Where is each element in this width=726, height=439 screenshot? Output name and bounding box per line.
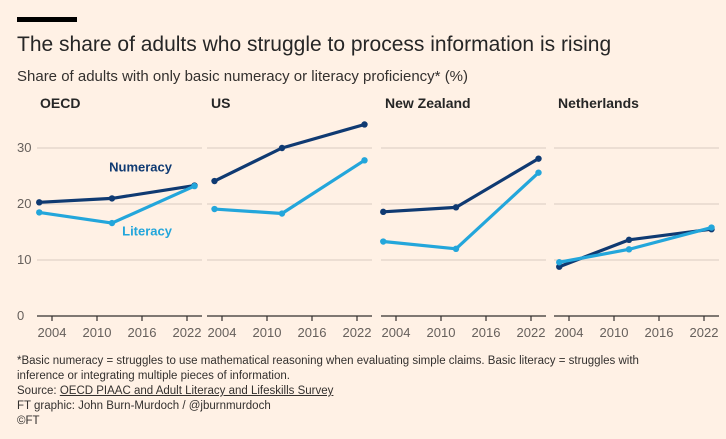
x-tick-label: 2016 <box>128 325 157 340</box>
legend-label-numeracy: Numeracy <box>109 160 173 175</box>
series-line-literacy-oecd <box>39 184 196 225</box>
data-point-literacy <box>211 205 218 213</box>
y-tick-label: 20 <box>17 196 31 211</box>
data-point-numeracy <box>211 177 218 185</box>
legend-label-literacy: Literacy <box>122 223 173 238</box>
data-point-numeracy <box>625 236 633 244</box>
chart-title: The share of adults who struggle to proc… <box>17 33 612 56</box>
data-point-literacy <box>380 238 387 245</box>
data-point-literacy <box>708 224 715 231</box>
series-line-numeracy-oecd <box>39 183 195 204</box>
data-point-numeracy <box>380 208 387 216</box>
data-point-numeracy <box>452 204 460 211</box>
panel-title-new-zealand: New Zealand <box>385 95 471 111</box>
x-tick-label: 2016 <box>298 325 327 340</box>
y-tick-label: 30 <box>17 140 31 155</box>
data-point-numeracy <box>278 144 286 152</box>
x-tick-label: 2010 <box>600 325 629 340</box>
x-tick-label: 2010 <box>427 325 456 340</box>
x-tick-label: 2004 <box>382 325 411 340</box>
data-point-literacy <box>556 259 563 266</box>
x-tick-label: 2022 <box>173 325 202 340</box>
ft-top-bar <box>17 17 77 22</box>
copyright: ©FT <box>17 415 40 427</box>
small-multiples-chart: 0 10 20 30 OECD 2004 2010 2016 2022 Numeracy Liter… <box>17 95 719 340</box>
data-point-literacy <box>36 209 43 216</box>
source-prefix: Source: <box>17 385 60 397</box>
footnote: *Basic numeracy = struggles to use mathe… <box>17 355 639 367</box>
chart-subtitle: Share of adults with only basic numeracy… <box>17 68 469 85</box>
panel-title-netherlands: Netherlands <box>558 95 639 111</box>
data-point-literacy <box>625 246 633 253</box>
x-tick-label: 2016 <box>645 325 674 340</box>
x-tick-label: 2016 <box>472 325 501 340</box>
series-line-literacy-netherlands <box>558 225 712 264</box>
series-line-numeracy-us <box>213 122 365 183</box>
data-point-numeracy <box>108 195 116 202</box>
data-point-numeracy <box>535 155 542 162</box>
panel-title-oecd: OECD <box>40 95 80 111</box>
y-tick-label: 10 <box>17 252 31 267</box>
data-point-literacy <box>535 169 542 176</box>
x-tick-label: 2004 <box>38 325 67 340</box>
source-line: Source: OECD PIAAC and Adult Literacy an… <box>17 384 717 399</box>
x-tick-label: 2010 <box>83 325 112 340</box>
x-tick-label: 2022 <box>690 325 719 340</box>
panel-title-us: US <box>211 95 230 111</box>
y-tick-label: 0 <box>17 308 24 323</box>
x-tick-label: 2004 <box>208 325 237 340</box>
x-tick-label: 2004 <box>555 325 584 340</box>
x-tick-label: 2022 <box>343 325 372 340</box>
data-point-numeracy <box>361 121 368 128</box>
graphic-credit: FT graphic: John Burn-Murdoch / @jburnmu… <box>17 400 271 412</box>
x-tick-label: 2010 <box>253 325 282 340</box>
footer: *Basic numeracy = struggles to use mathe… <box>17 354 717 429</box>
data-point-numeracy <box>36 199 43 206</box>
data-point-literacy <box>108 219 116 227</box>
data-point-literacy <box>278 210 286 217</box>
data-point-literacy <box>452 245 460 252</box>
x-tick-label: 2022 <box>517 325 546 340</box>
source-link[interactable]: OECD PIAAC and Adult Literacy and Lifesk… <box>59 385 334 397</box>
footnote-continued: inference or integrating multiple pieces… <box>17 370 290 382</box>
data-point-literacy <box>361 157 368 164</box>
data-point-literacy <box>191 182 198 190</box>
data-point-numeracy <box>556 263 563 270</box>
